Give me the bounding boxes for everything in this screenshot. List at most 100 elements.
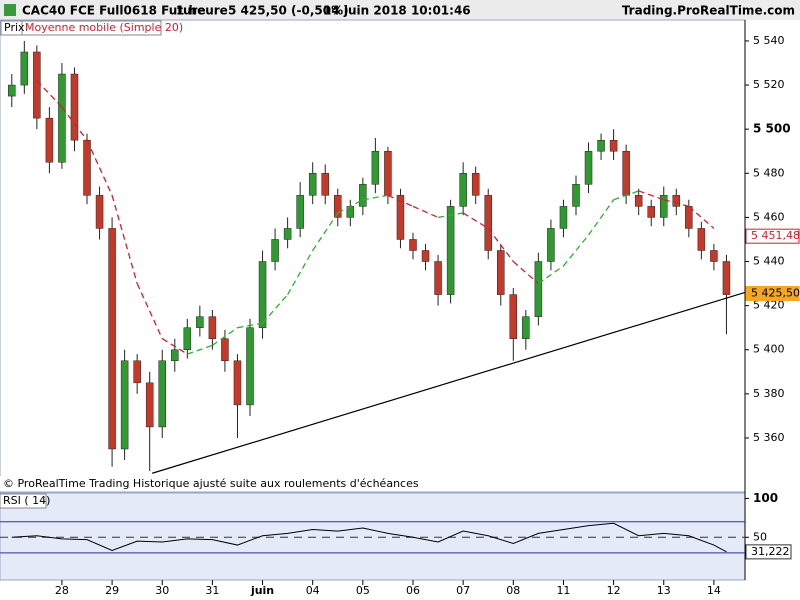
x-tick-label: 12	[607, 584, 621, 597]
candle-body	[547, 228, 555, 262]
x-tick-label: 31	[205, 584, 219, 597]
moving-average	[638, 190, 664, 201]
candle-body	[584, 150, 593, 185]
candle-body	[484, 195, 492, 251]
price-label-box	[745, 285, 800, 301]
trendline	[152, 291, 746, 474]
candle-body	[70, 73, 79, 141]
candle-body	[371, 150, 380, 185]
candle-body	[208, 316, 217, 339]
site: Trading.ProRealTime.com	[622, 4, 795, 18]
legend-price: Prix	[4, 21, 25, 34]
candle-body	[283, 228, 292, 240]
candle-body	[296, 195, 304, 229]
price-label: 5 451,48	[751, 229, 800, 242]
y-tick-label: 5 500	[753, 122, 791, 136]
x-tick-label: 04	[306, 584, 320, 597]
candle-body	[45, 117, 54, 163]
moving-average	[663, 199, 689, 208]
moving-average	[61, 106, 88, 141]
rsi-title: RSI ( 14)	[3, 494, 50, 507]
candle-body	[83, 139, 91, 196]
candle-body	[321, 173, 329, 196]
moving-average	[613, 190, 639, 201]
candle-body	[459, 173, 467, 207]
candle-body	[183, 327, 192, 350]
moving-average	[587, 199, 615, 236]
y-tick-label: 5 400	[753, 343, 785, 356]
moving-average	[538, 265, 564, 285]
moving-average	[562, 234, 590, 267]
candle-body	[246, 327, 254, 406]
timeframe: 1 heure	[176, 4, 228, 18]
y-tick-label: 100	[753, 491, 778, 505]
moving-average	[287, 250, 314, 295]
moving-average	[262, 294, 289, 324]
candle-body	[421, 250, 430, 262]
candle-body	[158, 360, 166, 428]
x-tick-label: 13	[657, 584, 671, 597]
candle-body	[559, 206, 568, 229]
y-tick-label: 5 380	[753, 387, 785, 400]
moving-average	[136, 283, 163, 339]
price-label: 5 425,50	[751, 286, 800, 299]
moving-average	[512, 261, 539, 285]
header-bar	[0, 0, 800, 20]
x-tick-label: 11	[556, 584, 570, 597]
candle-body	[384, 150, 392, 196]
y-tick-label: 5 420	[753, 299, 785, 312]
candle-body	[145, 382, 154, 428]
candle-body	[471, 173, 480, 196]
moving-average	[111, 195, 138, 284]
candle-body	[120, 360, 129, 450]
legend-box	[0, 493, 47, 509]
x-tick-label: 05	[356, 584, 370, 597]
x-tick-label: 08	[506, 584, 520, 597]
candle-body	[446, 206, 455, 295]
candle-body	[672, 195, 681, 207]
rsi-line	[11, 522, 727, 553]
candle-body	[271, 239, 279, 262]
moving-average	[487, 228, 514, 262]
candle-body	[697, 228, 706, 251]
moving-average	[36, 80, 63, 108]
x-tick-label: 06	[406, 584, 420, 597]
x-tick-label: 28	[55, 584, 69, 597]
x-tick-label: 30	[155, 584, 169, 597]
candle-body	[660, 195, 668, 218]
candle-body	[710, 250, 718, 262]
candle-body	[308, 173, 317, 196]
x-tick-label: 14	[707, 584, 721, 597]
moving-average	[237, 322, 263, 329]
candle-body	[133, 360, 141, 384]
candle-body	[58, 73, 66, 163]
moving-average	[412, 205, 439, 218]
candle-body	[334, 195, 342, 218]
candle-body	[221, 338, 229, 362]
y-tick-label: 5 440	[753, 255, 785, 268]
candle-body	[597, 139, 605, 152]
candle-body	[609, 139, 618, 152]
candle-body	[685, 206, 693, 229]
x-tick-label: juin	[250, 584, 274, 597]
rsi-last-label: 31,222	[751, 545, 790, 558]
candle-body	[534, 261, 543, 317]
candle-body	[171, 349, 179, 362]
candle-body	[509, 294, 518, 339]
annotation-bg	[0, 476, 368, 491]
candle-body	[196, 316, 204, 328]
app-icon	[4, 4, 16, 16]
candle-body	[8, 84, 16, 97]
legend-box	[21, 20, 162, 36]
candle-body	[95, 195, 104, 229]
moving-average	[187, 344, 213, 355]
x-tick-label: 07	[456, 584, 470, 597]
y-tick-label: 5 520	[753, 78, 785, 91]
candle-body	[20, 51, 29, 86]
instrument: CAC40 FCE Full0618 Future	[22, 4, 206, 18]
moving-average	[437, 212, 464, 219]
rsi-last-box	[745, 544, 792, 560]
candle-body	[722, 261, 731, 295]
